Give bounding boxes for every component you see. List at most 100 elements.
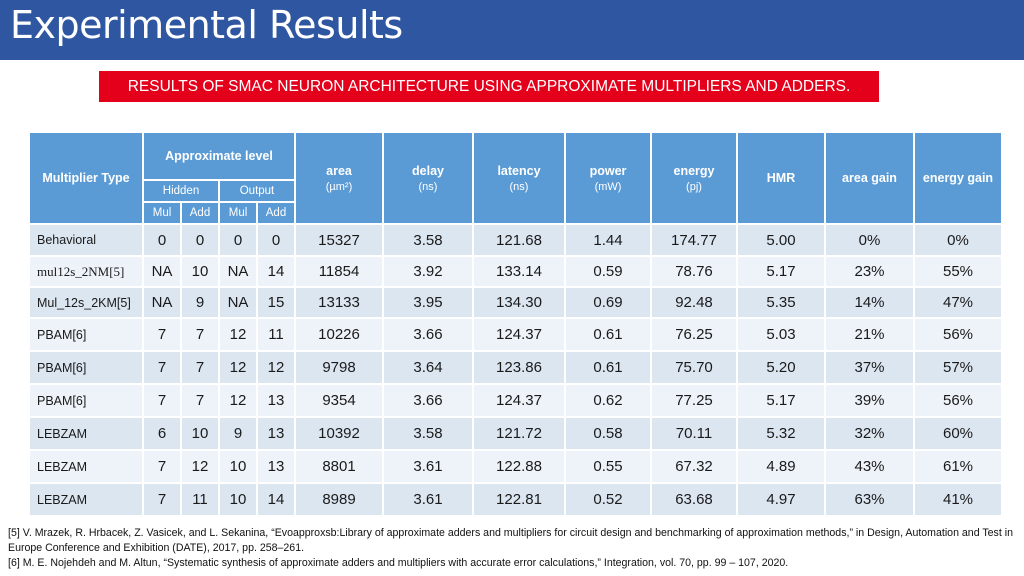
cell-hmr: 5.32 [736,416,826,451]
cell-hidden-mul: 0 [142,223,182,257]
header-delay-label: delay [412,163,444,178]
cell-hidden-add: 10 [180,416,220,451]
cell-hmr: 5.00 [736,223,826,257]
cell-latency: 124.37 [472,317,566,352]
cell-area-gain: 63% [824,482,915,517]
cell-hidden-add: 11 [180,482,220,517]
references: [5] V. Mrazek, R. Hrbacek, Z. Vasicek, a… [8,526,1018,571]
cell-energy-gain: 47% [913,286,1003,319]
cell-multiplier-name: Behavioral [28,223,144,257]
header-energy-label: energy [673,163,715,178]
cell-area-gain: 0% [824,223,915,257]
header-energy: energy (pj) [650,131,738,225]
table-row: Behavioral 0 0 0 0 15327 3.58 121.68 1.44 174.77 5… [28,223,1003,257]
header-power-unit: (mW) [594,180,622,193]
reference-5: [5] V. Mrazek, R. Hrbacek, Z. Vasicek, a… [8,527,1013,554]
cell-hidden-add: 0 [180,223,220,257]
cell-power: 0.61 [564,317,652,352]
table-row: PBAM[6] 7 7 12 11 10226 3.66 124.37 0.61 76.25 5.0… [28,317,1003,352]
table-row: PBAM[6] 7 7 12 12 9798 3.64 123.86 0.61 75.70 5.20… [28,350,1003,385]
results-table: Multiplier Type Approximate level area (µ… [28,131,1003,517]
cell-power: 1.44 [564,223,652,257]
cell-output-mul: 10 [218,449,258,484]
cell-energy-gain: 41% [913,482,1003,517]
cell-energy-gain: 56% [913,383,1003,418]
cell-area: 9798 [294,350,384,385]
cell-output-mul: 12 [218,383,258,418]
cell-multiplier-name: mul12s_2NM[5] [28,255,144,288]
cell-delay: 3.66 [382,317,474,352]
cell-power: 0.59 [564,255,652,288]
cell-area: 11854 [294,255,384,288]
cell-energy-gain: 61% [913,449,1003,484]
cell-hidden-mul: 7 [142,482,182,517]
cell-hidden-mul: 7 [142,449,182,484]
cell-hidden-add: 7 [180,383,220,418]
cell-output-add: 13 [256,383,296,418]
reference-6: [6] M. E. Nojehdeh and M. Altun, “System… [8,557,789,569]
cell-latency: 134.30 [472,286,566,319]
table-row: LEBZAM 7 12 10 13 8801 3.61 122.88 0.55 67.32 4.89… [28,449,1003,484]
header-area: area (µm²) [294,131,384,225]
cell-energy-gain: 60% [913,416,1003,451]
cell-multiplier-name: PBAM[6] [28,383,144,418]
cell-hmr: 5.20 [736,350,826,385]
cell-hmr: 4.89 [736,449,826,484]
cell-hmr: 5.35 [736,286,826,319]
cell-energy: 92.48 [650,286,738,319]
header-latency-label: latency [497,163,541,178]
cell-power: 0.55 [564,449,652,484]
header-approximate-level: Approximate level [142,131,296,181]
cell-energy: 70.11 [650,416,738,451]
header-multiplier-type: Multiplier Type [28,131,144,225]
cell-output-mul: NA [218,286,258,319]
cell-output-add: 12 [256,350,296,385]
cell-hidden-add: 10 [180,255,220,288]
header-output-mul: Mul [218,201,258,225]
cell-area-gain: 39% [824,383,915,418]
cell-latency: 123.86 [472,350,566,385]
cell-hmr: 5.17 [736,383,826,418]
table-row: mul12s_2NM[5] NA 10 NA 14 11854 3.92 133.14 0.59… [28,255,1003,288]
cell-multiplier-name: LEBZAM [28,416,144,451]
cell-area-gain: 21% [824,317,915,352]
cell-area: 10226 [294,317,384,352]
cell-multiplier-name: PBAM[6] [28,350,144,385]
header-output-add: Add [256,201,296,225]
cell-area: 8801 [294,449,384,484]
cell-output-add: 15 [256,286,296,319]
header-output: Output [218,179,296,203]
cell-hmr: 5.17 [736,255,826,288]
header-delay-unit: (ns) [418,180,438,193]
cell-energy-gain: 56% [913,317,1003,352]
header-hmr: HMR [736,131,826,225]
header-energy-gain: energy gain [913,131,1003,225]
cell-hidden-add: 7 [180,350,220,385]
cell-area-gain: 37% [824,350,915,385]
cell-multiplier-name: LEBZAM [28,449,144,484]
table-row: Mul_12s_2KM[5] NA 9 NA 15 13133 3.95 134.30 0.69… [28,286,1003,319]
cell-delay: 3.66 [382,383,474,418]
cell-latency: 121.68 [472,223,566,257]
table-body: Behavioral 0 0 0 0 15327 3.58 121.68 1.44 174.77 5… [28,223,1003,517]
cell-latency: 121.72 [472,416,566,451]
cell-latency: 122.81 [472,482,566,517]
cell-output-add: 11 [256,317,296,352]
cell-output-mul: 12 [218,350,258,385]
cell-delay: 3.61 [382,482,474,517]
cell-energy: 63.68 [650,482,738,517]
table-row: PBAM[6] 7 7 12 13 9354 3.66 124.37 0.62 77.25 5.17… [28,383,1003,418]
header-power: power (mW) [564,131,652,225]
cell-energy: 78.76 [650,255,738,288]
cell-power: 0.62 [564,383,652,418]
cell-energy-gain: 57% [913,350,1003,385]
cell-multiplier-name: LEBZAM [28,482,144,517]
cell-power: 0.61 [564,350,652,385]
cell-latency: 124.37 [472,383,566,418]
cell-hidden-add: 7 [180,317,220,352]
cell-energy-gain: 55% [913,255,1003,288]
cell-output-mul: 10 [218,482,258,517]
header-hidden-mul: Mul [142,201,182,225]
header-delay: delay (ns) [382,131,474,225]
cell-output-mul: 12 [218,317,258,352]
